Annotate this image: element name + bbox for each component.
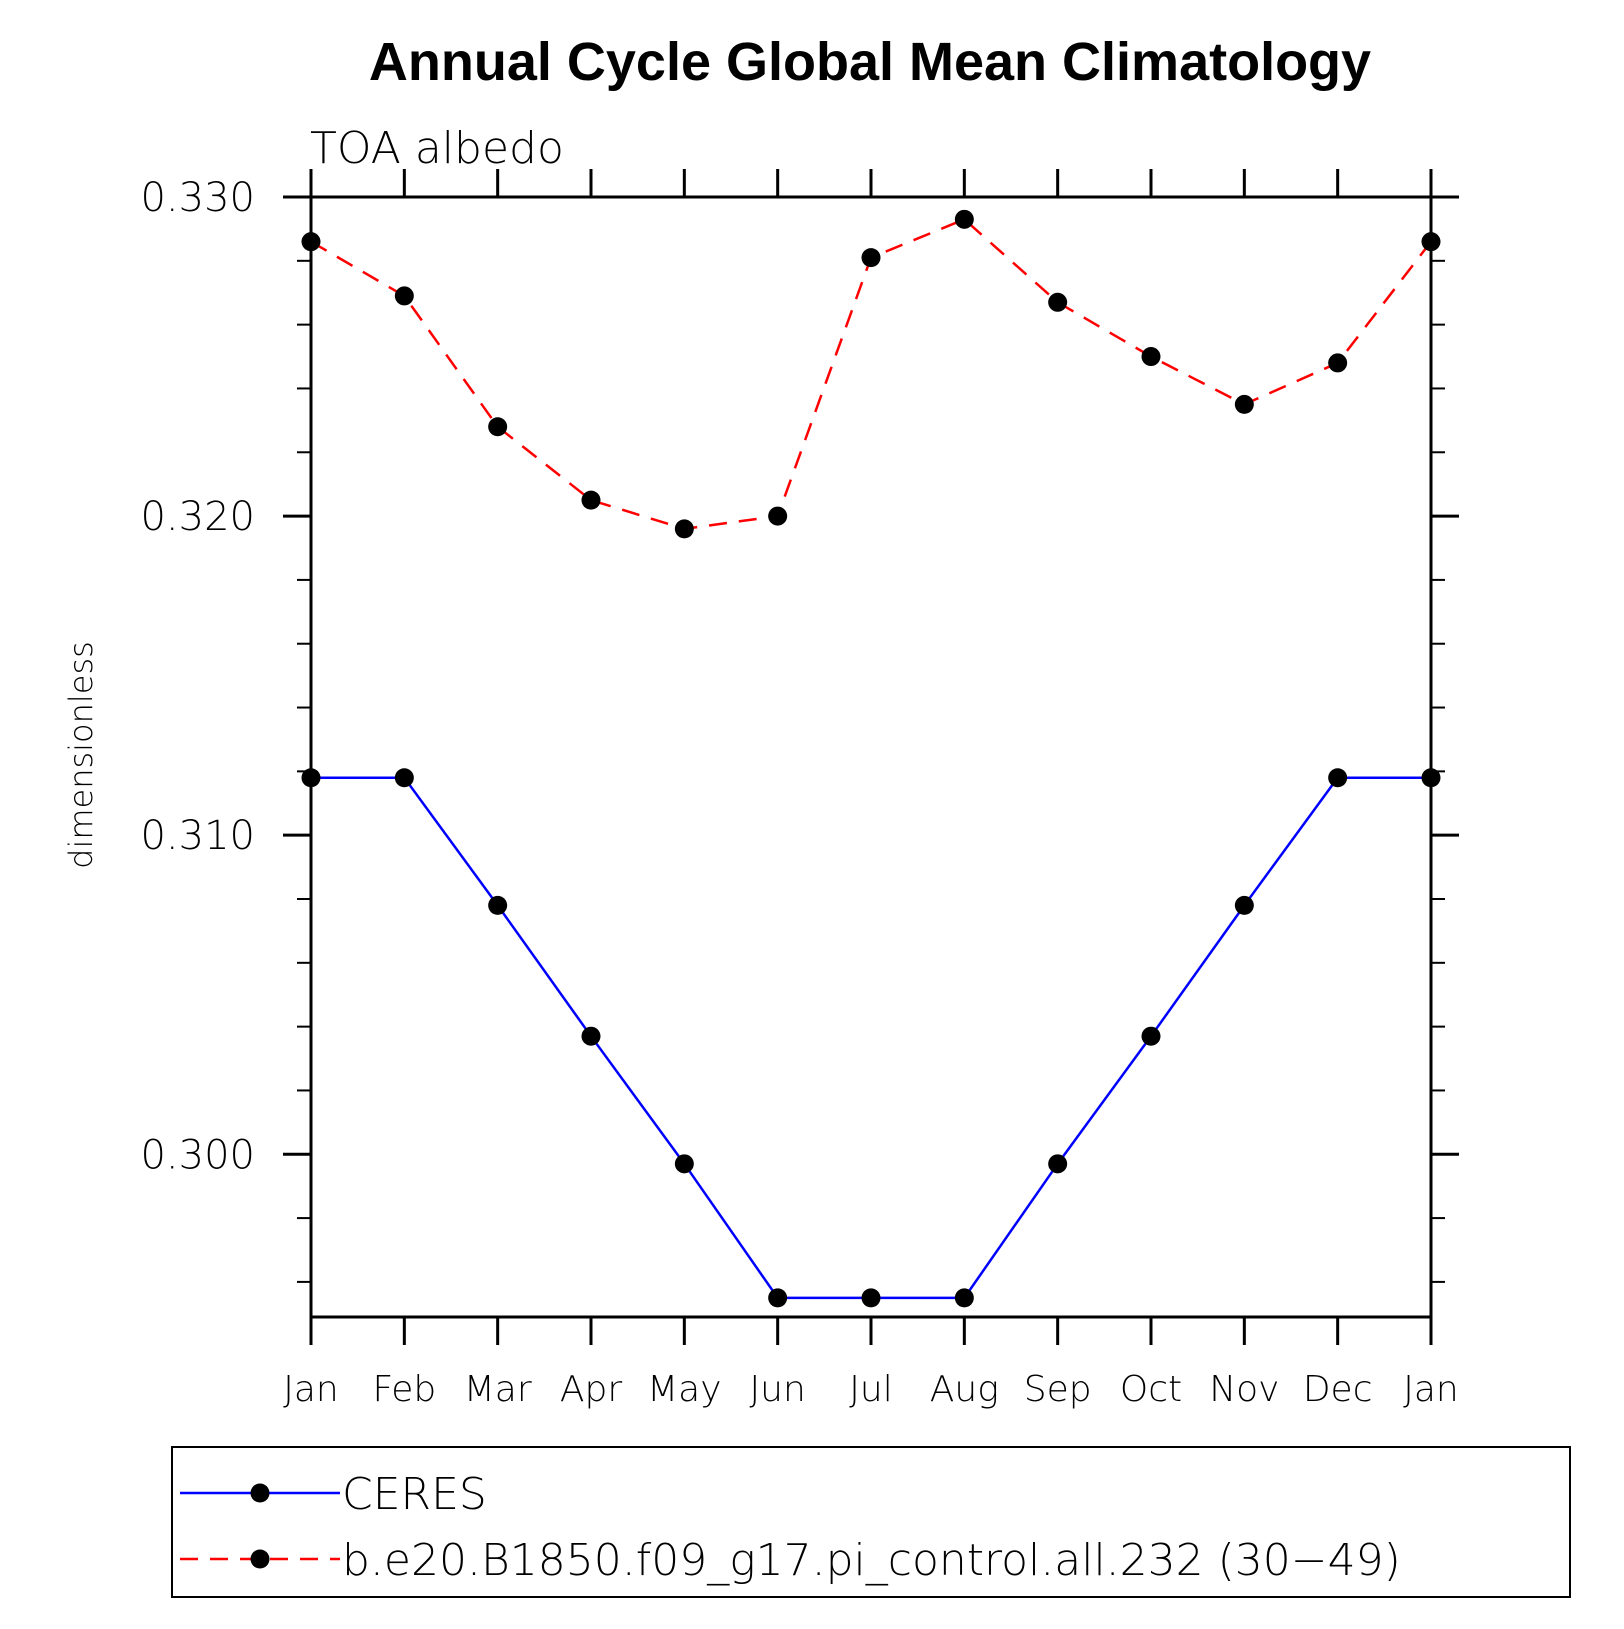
legend-swatch-marker	[250, 1549, 270, 1569]
legend-items: CERES b.e20.B1850.f09_g17.pi_control.all.…	[180, 1469, 1401, 1586]
x-tick-label: May	[647, 1369, 721, 1410]
data-point	[1328, 768, 1348, 788]
data-point	[861, 248, 881, 268]
legend-label: b.e20.B1850.f09_g17.pi_control.all.232 (…	[342, 1535, 1401, 1586]
x-tick-label: Jan	[1403, 1369, 1459, 1410]
x-tick-label: Aug	[930, 1369, 999, 1410]
data-point	[1141, 347, 1161, 367]
x-tick-label: Dec	[1303, 1369, 1373, 1410]
y-tick-label: 0.310	[140, 813, 255, 859]
data-point	[581, 1026, 601, 1046]
plot-frame	[309, 195, 1433, 1319]
data-point	[1048, 1154, 1068, 1174]
data-point	[581, 490, 601, 510]
data-point	[768, 506, 788, 526]
x-tick-label: Jul	[849, 1369, 892, 1410]
y-tick-label: 0.300	[140, 1132, 255, 1178]
data-point	[1048, 292, 1068, 312]
y-axis-label: dimensionless	[62, 641, 100, 869]
data-point	[301, 768, 321, 788]
x-tick-label: Oct	[1120, 1369, 1182, 1410]
legend: CERES b.e20.B1850.f09_g17.pi_control.all.…	[171, 1446, 1571, 1598]
data-point	[1234, 394, 1254, 414]
data-point	[394, 286, 414, 306]
data-point	[674, 519, 694, 539]
axis-ticks: Jan Feb Mar Apr May Jun Jul Aug Sep Oct Nov Dec Jan 0…	[140, 169, 1459, 1410]
data-point	[954, 1288, 974, 1308]
x-tick-label: Nov	[1209, 1369, 1279, 1410]
data-point	[861, 1288, 881, 1308]
data-point	[301, 232, 321, 252]
data-point	[674, 1154, 694, 1174]
data-point	[488, 417, 508, 437]
x-tick-label: Jun	[750, 1369, 806, 1410]
series-line	[311, 776, 1431, 1300]
data-point	[768, 1288, 788, 1308]
data-point	[1421, 232, 1441, 252]
x-tick-label: Apr	[560, 1369, 622, 1410]
plot-area: Jan Feb Mar Apr May Jun Jul Aug Sep Oct Nov Dec Jan 0…	[140, 169, 1459, 1410]
legend-box	[171, 1446, 1571, 1598]
series-layer	[301, 209, 1441, 1308]
chart-title: Annual Cycle Global Mean Climatology	[369, 32, 1371, 92]
data-point	[954, 209, 974, 229]
legend-label: CERES	[342, 1469, 487, 1520]
y-tick-label: 0.320	[140, 494, 255, 540]
data-point	[1141, 1026, 1161, 1046]
chart-subtitle: TOA albedo	[310, 123, 564, 174]
x-tick-label: Sep	[1024, 1369, 1092, 1410]
data-point	[488, 895, 508, 915]
data-point	[1234, 895, 1254, 915]
y-tick-label: 0.330	[140, 175, 255, 221]
data-point	[1421, 768, 1441, 788]
x-tick-label: Jan	[283, 1369, 339, 1410]
x-tick-label: Feb	[372, 1369, 436, 1410]
legend-swatch-marker	[250, 1483, 270, 1503]
data-point	[394, 768, 414, 788]
data-point	[1328, 353, 1348, 373]
x-tick-label: Mar	[464, 1369, 532, 1410]
